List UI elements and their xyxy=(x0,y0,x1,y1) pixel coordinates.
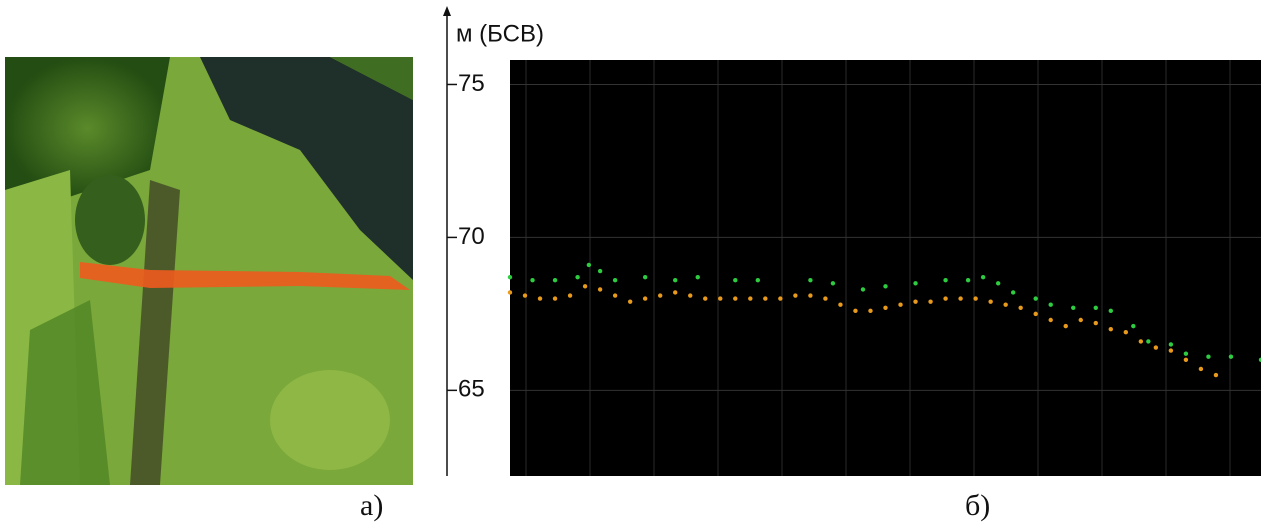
axis-arrow xyxy=(443,6,451,16)
point xyxy=(853,308,858,314)
point xyxy=(830,281,836,286)
point xyxy=(823,296,828,301)
point xyxy=(1183,351,1189,356)
point xyxy=(988,299,993,304)
point xyxy=(1108,326,1114,332)
point xyxy=(1146,339,1151,344)
point xyxy=(883,284,888,289)
point xyxy=(658,293,663,298)
point xyxy=(1153,345,1159,350)
point xyxy=(965,278,971,283)
point xyxy=(1010,290,1016,295)
point xyxy=(868,308,873,314)
point xyxy=(898,302,903,307)
point xyxy=(1048,317,1053,323)
point xyxy=(537,296,543,301)
point xyxy=(1033,311,1038,317)
point xyxy=(838,302,843,307)
point xyxy=(642,274,648,280)
point xyxy=(778,296,783,301)
point xyxy=(943,296,948,301)
point xyxy=(575,274,580,280)
point xyxy=(673,278,678,283)
point xyxy=(582,284,588,289)
point xyxy=(980,274,986,280)
y-tick-label: 65 xyxy=(458,376,485,403)
point xyxy=(733,278,738,283)
point xyxy=(567,293,573,298)
point xyxy=(1063,323,1068,329)
point xyxy=(1093,305,1098,310)
point xyxy=(612,293,618,298)
point xyxy=(928,299,933,304)
point xyxy=(673,290,678,295)
point xyxy=(1206,354,1211,359)
point xyxy=(1003,302,1008,307)
point xyxy=(1228,354,1234,359)
point xyxy=(1033,296,1038,301)
point xyxy=(530,278,535,283)
point xyxy=(552,296,558,301)
plot-area xyxy=(510,60,1261,476)
point xyxy=(1108,308,1114,314)
point xyxy=(688,293,693,298)
point xyxy=(612,278,618,283)
point xyxy=(695,274,700,280)
point xyxy=(1198,366,1204,372)
point xyxy=(552,278,558,283)
point xyxy=(1138,339,1144,344)
point xyxy=(1093,320,1098,326)
point xyxy=(1123,330,1129,335)
point xyxy=(507,274,513,280)
point xyxy=(597,287,603,292)
point xyxy=(1168,348,1174,353)
point xyxy=(808,293,813,298)
point xyxy=(808,278,813,283)
point xyxy=(703,296,708,301)
point xyxy=(1048,302,1053,307)
point xyxy=(995,281,1001,286)
y-axis-title: м (БСВ) xyxy=(456,20,544,47)
point xyxy=(860,287,866,292)
caption: а) xyxy=(360,489,383,522)
point xyxy=(973,296,978,301)
point xyxy=(507,290,513,295)
y-tick-label: 75 xyxy=(458,70,485,97)
point xyxy=(943,278,948,283)
point xyxy=(1213,372,1219,378)
point xyxy=(627,299,633,304)
point xyxy=(913,281,918,286)
caption: б) xyxy=(965,489,990,522)
point xyxy=(1071,305,1076,310)
point xyxy=(733,296,738,301)
point xyxy=(763,296,768,301)
aerial-photo xyxy=(5,57,413,485)
y-tick-label: 70 xyxy=(458,223,485,250)
point xyxy=(958,296,963,301)
point xyxy=(793,293,798,298)
point xyxy=(1078,317,1083,323)
point xyxy=(718,296,723,301)
point xyxy=(1131,323,1136,329)
point xyxy=(522,293,528,298)
point xyxy=(586,262,592,268)
point xyxy=(1258,357,1261,362)
point xyxy=(883,305,888,310)
point xyxy=(913,299,918,304)
point xyxy=(1183,357,1189,362)
point xyxy=(1168,342,1174,347)
point xyxy=(642,296,648,301)
point xyxy=(1018,305,1023,310)
point xyxy=(748,296,753,301)
point xyxy=(597,268,603,274)
point xyxy=(755,278,761,283)
